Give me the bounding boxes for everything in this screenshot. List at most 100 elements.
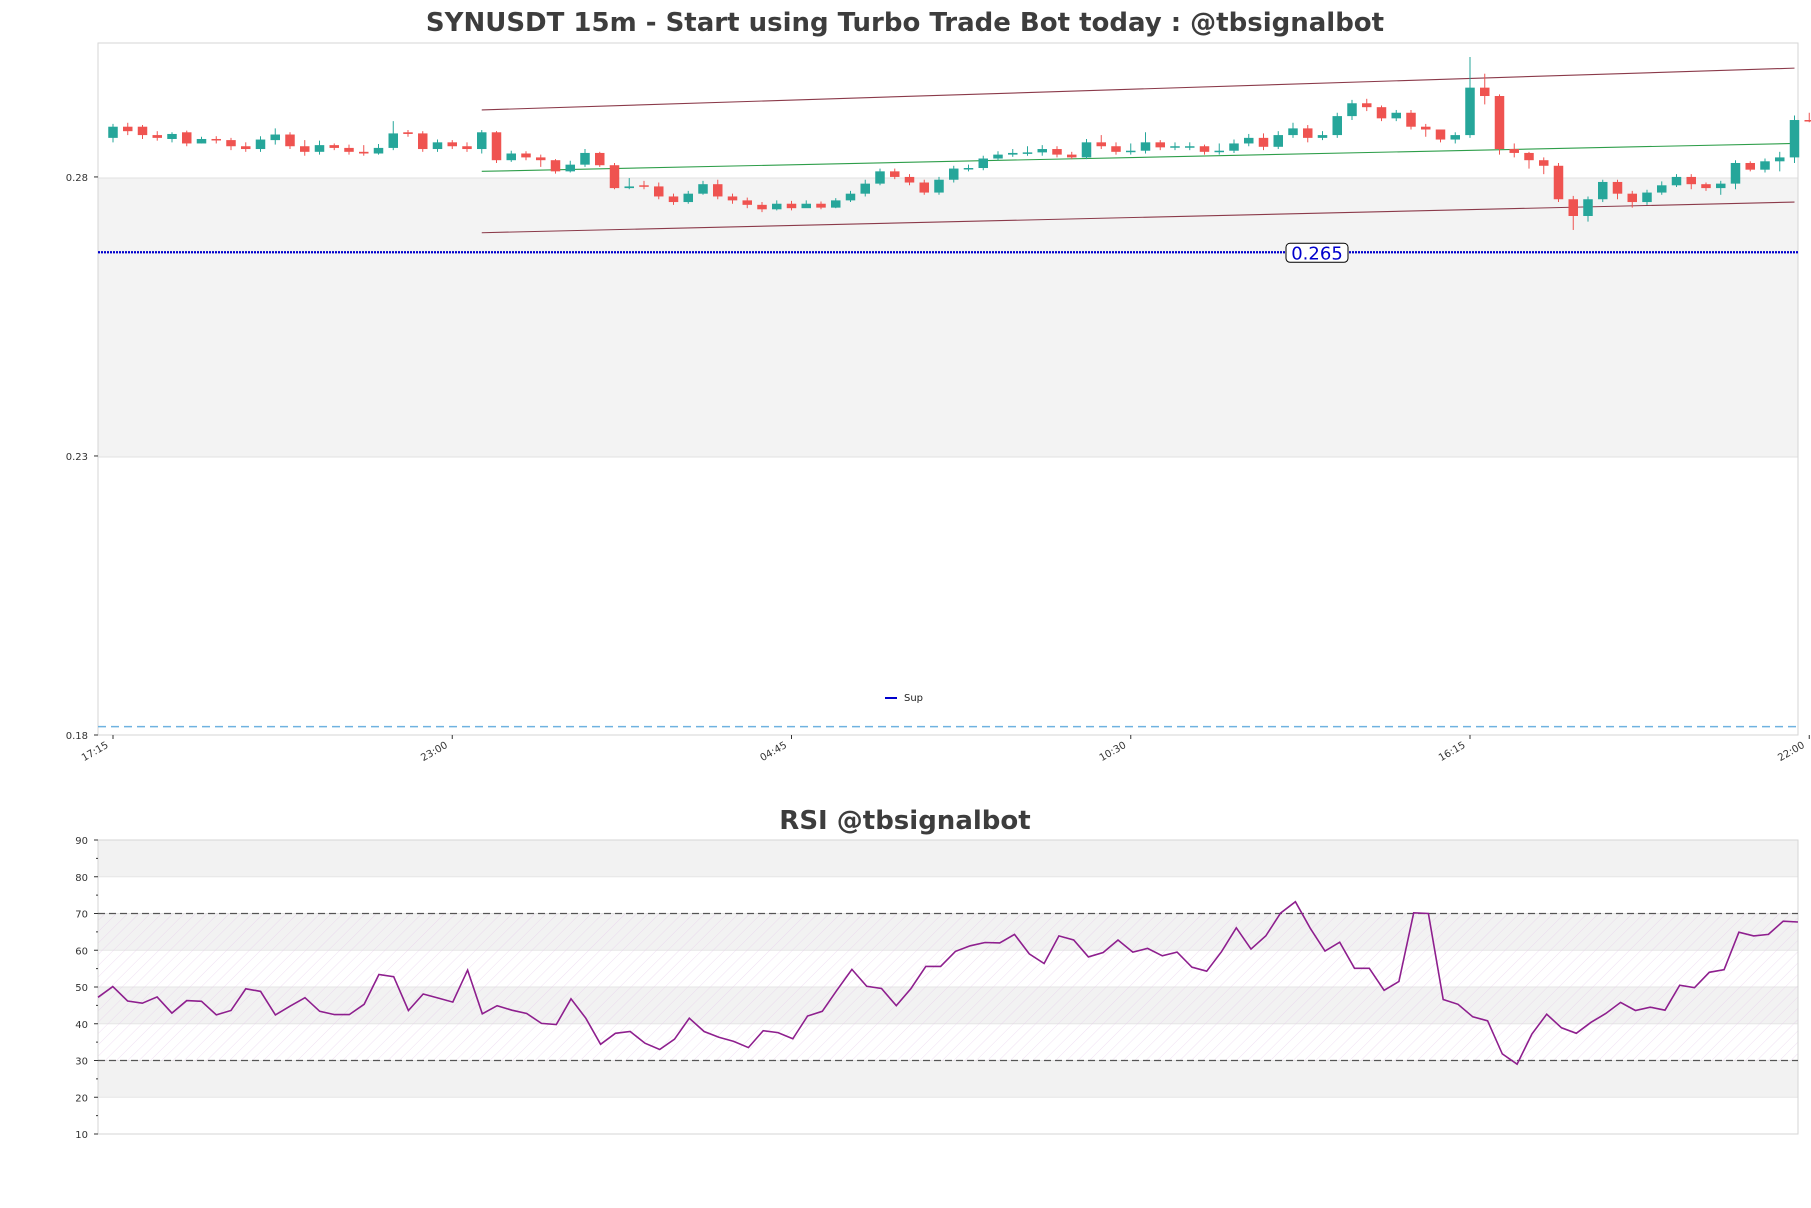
candle-body [521, 153, 531, 158]
y-tick-label: 0.18 [66, 731, 88, 742]
candle-body [963, 168, 974, 170]
support-label-box: 0.265 [1285, 242, 1349, 264]
candle-body [1509, 149, 1519, 153]
candle-body [1362, 103, 1372, 108]
candle-body [949, 168, 959, 180]
candle-body [831, 200, 841, 208]
candle-body [860, 183, 870, 194]
candle-body [1789, 120, 1800, 158]
candle-body [934, 179, 944, 193]
candle-body [757, 204, 767, 210]
candle-body [1406, 112, 1416, 127]
candle-body [255, 139, 266, 150]
candle-body [1657, 185, 1667, 193]
candle-body [447, 142, 457, 147]
candle-body [786, 203, 797, 209]
candle-body [418, 133, 428, 150]
candle-body [816, 203, 826, 208]
support-label: 0.265 [1291, 243, 1343, 264]
candle-body [270, 134, 280, 141]
channel-middle-line [481, 142, 1795, 172]
legend: Sup [885, 693, 923, 704]
candle-body [1568, 199, 1578, 216]
rsi-y-tick-label: 80 [75, 873, 88, 884]
price-y-axis: 0.18 0.23 0.28 [66, 173, 98, 742]
x-tick-label: 10:30 [1098, 740, 1128, 764]
candle-body [1465, 87, 1475, 136]
candle-body [285, 134, 295, 147]
candle-body [595, 152, 605, 166]
candle-body [359, 151, 369, 154]
candle-body [919, 182, 929, 193]
candle-body [1435, 129, 1446, 140]
candle-body [491, 132, 502, 161]
candle-body [1775, 157, 1785, 162]
candle-body [182, 132, 192, 144]
rsi-y-tick-label: 90 [75, 836, 88, 847]
rsi-band [98, 840, 1798, 877]
candle-body [1081, 142, 1092, 158]
candle-body [1480, 87, 1490, 97]
candle-body [300, 146, 310, 152]
candle-body [904, 176, 915, 183]
candle-body [1037, 149, 1047, 153]
candle-body [580, 152, 590, 165]
candle-body [1303, 128, 1313, 138]
candle-body [624, 186, 634, 189]
rsi-hatch-zone [98, 914, 1798, 1061]
rsi-y-tick-label: 20 [75, 1093, 88, 1104]
candle-body [639, 185, 649, 187]
candle-body [1096, 142, 1106, 147]
candle-body [1288, 128, 1298, 136]
rsi-y-axis: 10 20 30 40 50 60 70 80 90 [75, 836, 98, 1141]
candle-body [742, 200, 752, 205]
price-plot-frame [97, 42, 1799, 736]
candle-body [1716, 183, 1726, 189]
candle-body [373, 147, 384, 154]
candle-body [993, 154, 1003, 159]
candle-body [1524, 152, 1534, 161]
candle-body [403, 132, 413, 134]
candle-body [1760, 161, 1770, 170]
rsi-band [98, 1060, 1798, 1098]
candle-body [536, 157, 546, 161]
candle-body [1258, 137, 1269, 147]
candle-body [329, 145, 339, 148]
candle-body [698, 184, 708, 194]
candle-body [344, 147, 354, 152]
y-tick-label: 0.28 [66, 173, 88, 184]
candle-body [1745, 162, 1755, 170]
candle-body [1111, 146, 1121, 152]
candle-body [123, 126, 133, 132]
candle-body [1391, 112, 1401, 119]
candle-body [1008, 152, 1018, 155]
x-tick-label: 17:15 [80, 740, 110, 764]
candle-body [1140, 142, 1151, 151]
candle-body [1686, 176, 1696, 185]
rsi-y-tick-label: 60 [75, 946, 88, 957]
candle-body [875, 171, 885, 184]
candle-body [978, 158, 988, 169]
candle-body [506, 153, 516, 161]
candle-body [1022, 152, 1033, 154]
price-chart-panel: 0.265 Sup 0.18 0.23 0.28 17:15 23:00 04:45 10… [66, 42, 1811, 764]
candle-body [1612, 181, 1623, 194]
candle-body [1450, 135, 1460, 140]
candle-body [196, 138, 207, 144]
candle-body [1199, 146, 1210, 152]
candle-body [241, 146, 251, 150]
candle-body [1317, 135, 1328, 138]
candle-body [1494, 96, 1505, 150]
candle-body [314, 145, 325, 152]
candle-body [683, 193, 693, 203]
candle-body [462, 146, 472, 150]
candle-body [845, 193, 856, 201]
candle-body [1701, 184, 1711, 189]
candle-body [1627, 193, 1637, 203]
candle-body [1170, 146, 1180, 148]
candle-body [1214, 150, 1224, 153]
candle-body [1332, 116, 1342, 136]
price-chart-title: SYNUSDT 15m - Start using Turbo Trade Bo… [426, 8, 1384, 38]
rsi-y-tick-label: 40 [75, 1020, 88, 1031]
